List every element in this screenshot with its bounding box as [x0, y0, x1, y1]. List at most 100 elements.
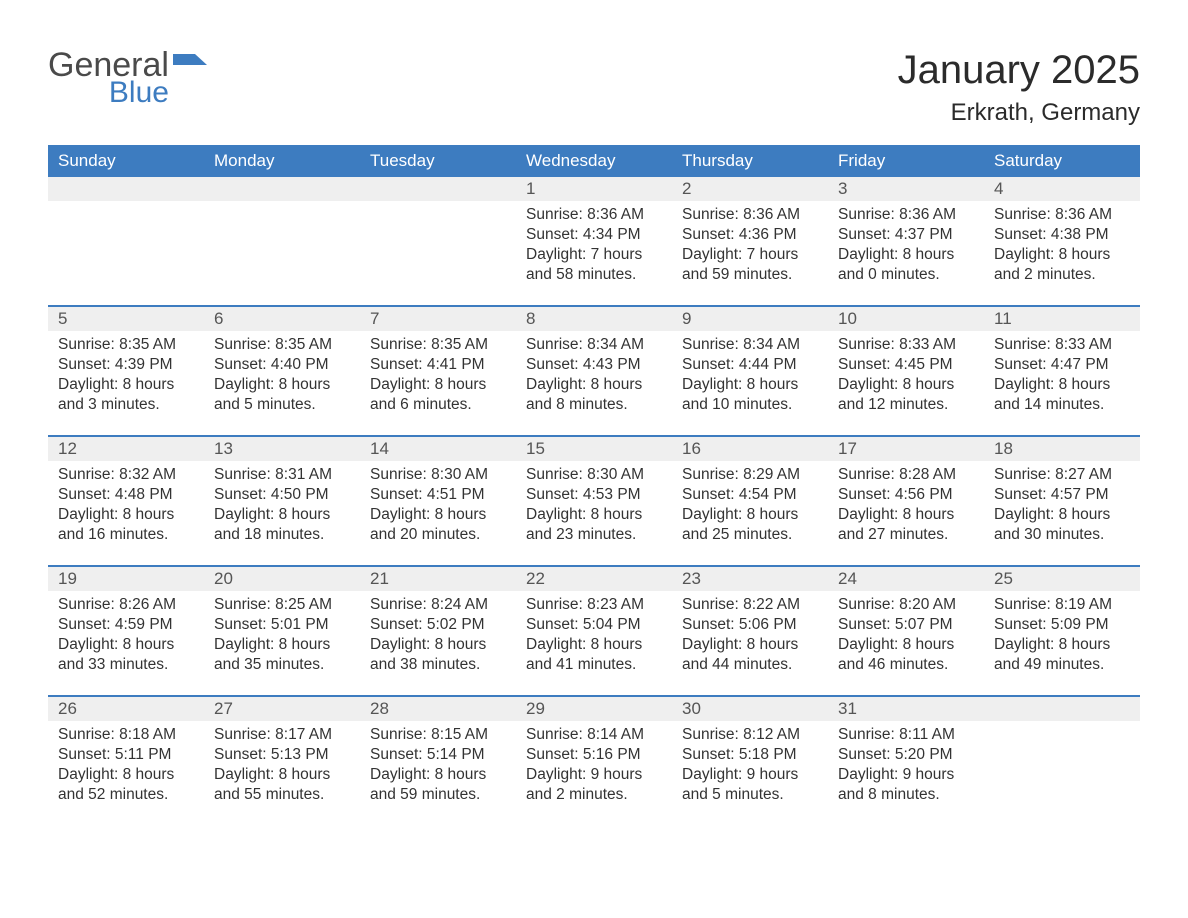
day-number: 31 — [828, 697, 984, 721]
sunrise-line: Sunrise: 8:35 AM — [58, 335, 194, 355]
sunrise-line: Sunrise: 8:17 AM — [214, 725, 350, 745]
daylight-line-1: Daylight: 8 hours — [994, 245, 1130, 265]
day-number — [984, 697, 1140, 721]
day-number: 13 — [204, 437, 360, 461]
daylight-line-2: and 14 minutes. — [994, 395, 1130, 415]
daylight-line-2: and 59 minutes. — [682, 265, 818, 285]
week-row: 19Sunrise: 8:26 AMSunset: 4:59 PMDayligh… — [48, 565, 1140, 695]
daylight-line-1: Daylight: 8 hours — [994, 505, 1130, 525]
day-cell: 13Sunrise: 8:31 AMSunset: 4:50 PMDayligh… — [204, 437, 360, 565]
month-title: January 2025 — [898, 48, 1140, 93]
logo: General Blue — [48, 48, 207, 108]
day-body: Sunrise: 8:17 AMSunset: 5:13 PMDaylight:… — [204, 721, 360, 816]
sunrise-line: Sunrise: 8:36 AM — [994, 205, 1130, 225]
logo-text: General Blue — [48, 48, 169, 108]
day-cell: 23Sunrise: 8:22 AMSunset: 5:06 PMDayligh… — [672, 567, 828, 695]
sunset-line: Sunset: 4:48 PM — [58, 485, 194, 505]
weekday-header-row: Sunday Monday Tuesday Wednesday Thursday… — [48, 145, 1140, 177]
daylight-line-2: and 35 minutes. — [214, 655, 350, 675]
sunrise-line: Sunrise: 8:27 AM — [994, 465, 1130, 485]
day-body: Sunrise: 8:18 AMSunset: 5:11 PMDaylight:… — [48, 721, 204, 816]
day-number: 25 — [984, 567, 1140, 591]
day-number: 1 — [516, 177, 672, 201]
sunset-line: Sunset: 5:14 PM — [370, 745, 506, 765]
sunrise-line: Sunrise: 8:33 AM — [994, 335, 1130, 355]
day-number: 9 — [672, 307, 828, 331]
day-cell: 15Sunrise: 8:30 AMSunset: 4:53 PMDayligh… — [516, 437, 672, 565]
daylight-line-2: and 6 minutes. — [370, 395, 506, 415]
day-body: Sunrise: 8:30 AMSunset: 4:51 PMDaylight:… — [360, 461, 516, 556]
day-number: 20 — [204, 567, 360, 591]
sunrise-line: Sunrise: 8:11 AM — [838, 725, 974, 745]
sunset-line: Sunset: 4:39 PM — [58, 355, 194, 375]
day-body: Sunrise: 8:32 AMSunset: 4:48 PMDaylight:… — [48, 461, 204, 556]
day-body: Sunrise: 8:14 AMSunset: 5:16 PMDaylight:… — [516, 721, 672, 816]
sunset-line: Sunset: 4:59 PM — [58, 615, 194, 635]
day-body: Sunrise: 8:26 AMSunset: 4:59 PMDaylight:… — [48, 591, 204, 686]
day-body: Sunrise: 8:11 AMSunset: 5:20 PMDaylight:… — [828, 721, 984, 816]
daylight-line-1: Daylight: 8 hours — [838, 245, 974, 265]
sunrise-line: Sunrise: 8:31 AM — [214, 465, 350, 485]
daylight-line-1: Daylight: 8 hours — [214, 765, 350, 785]
day-cell — [984, 697, 1140, 825]
daylight-line-2: and 49 minutes. — [994, 655, 1130, 675]
day-number: 27 — [204, 697, 360, 721]
day-body: Sunrise: 8:15 AMSunset: 5:14 PMDaylight:… — [360, 721, 516, 816]
daylight-line-1: Daylight: 8 hours — [214, 505, 350, 525]
daylight-line-2: and 5 minutes. — [682, 785, 818, 805]
sunrise-line: Sunrise: 8:36 AM — [838, 205, 974, 225]
sunrise-line: Sunrise: 8:12 AM — [682, 725, 818, 745]
day-number — [360, 177, 516, 201]
day-cell: 20Sunrise: 8:25 AMSunset: 5:01 PMDayligh… — [204, 567, 360, 695]
daylight-line-1: Daylight: 8 hours — [682, 375, 818, 395]
sunrise-line: Sunrise: 8:29 AM — [682, 465, 818, 485]
weekday-header: Friday — [828, 145, 984, 177]
daylight-line-1: Daylight: 8 hours — [682, 505, 818, 525]
sunset-line: Sunset: 4:34 PM — [526, 225, 662, 245]
day-cell: 28Sunrise: 8:15 AMSunset: 5:14 PMDayligh… — [360, 697, 516, 825]
day-cell: 22Sunrise: 8:23 AMSunset: 5:04 PMDayligh… — [516, 567, 672, 695]
day-number: 15 — [516, 437, 672, 461]
daylight-line-1: Daylight: 7 hours — [682, 245, 818, 265]
sunrise-line: Sunrise: 8:18 AM — [58, 725, 194, 745]
daylight-line-1: Daylight: 8 hours — [370, 375, 506, 395]
daylight-line-2: and 59 minutes. — [370, 785, 506, 805]
day-body: Sunrise: 8:30 AMSunset: 4:53 PMDaylight:… — [516, 461, 672, 556]
sunset-line: Sunset: 4:44 PM — [682, 355, 818, 375]
day-cell: 25Sunrise: 8:19 AMSunset: 5:09 PMDayligh… — [984, 567, 1140, 695]
daylight-line-2: and 38 minutes. — [370, 655, 506, 675]
day-number: 23 — [672, 567, 828, 591]
day-cell: 12Sunrise: 8:32 AMSunset: 4:48 PMDayligh… — [48, 437, 204, 565]
day-body: Sunrise: 8:36 AMSunset: 4:37 PMDaylight:… — [828, 201, 984, 296]
sunset-line: Sunset: 5:11 PM — [58, 745, 194, 765]
sunrise-line: Sunrise: 8:22 AM — [682, 595, 818, 615]
day-cell: 3Sunrise: 8:36 AMSunset: 4:37 PMDaylight… — [828, 177, 984, 305]
daylight-line-2: and 18 minutes. — [214, 525, 350, 545]
sunset-line: Sunset: 5:01 PM — [214, 615, 350, 635]
daylight-line-1: Daylight: 8 hours — [370, 635, 506, 655]
day-cell: 19Sunrise: 8:26 AMSunset: 4:59 PMDayligh… — [48, 567, 204, 695]
day-number: 6 — [204, 307, 360, 331]
daylight-line-1: Daylight: 8 hours — [526, 375, 662, 395]
day-body: Sunrise: 8:28 AMSunset: 4:56 PMDaylight:… — [828, 461, 984, 556]
day-body: Sunrise: 8:33 AMSunset: 4:45 PMDaylight:… — [828, 331, 984, 426]
day-cell: 6Sunrise: 8:35 AMSunset: 4:40 PMDaylight… — [204, 307, 360, 435]
sunrise-line: Sunrise: 8:34 AM — [526, 335, 662, 355]
daylight-line-1: Daylight: 9 hours — [838, 765, 974, 785]
day-number: 3 — [828, 177, 984, 201]
day-cell: 21Sunrise: 8:24 AMSunset: 5:02 PMDayligh… — [360, 567, 516, 695]
sunset-line: Sunset: 4:38 PM — [994, 225, 1130, 245]
day-number: 2 — [672, 177, 828, 201]
day-number: 12 — [48, 437, 204, 461]
weekday-header: Thursday — [672, 145, 828, 177]
sunrise-line: Sunrise: 8:20 AM — [838, 595, 974, 615]
day-cell: 1Sunrise: 8:36 AMSunset: 4:34 PMDaylight… — [516, 177, 672, 305]
day-cell: 8Sunrise: 8:34 AMSunset: 4:43 PMDaylight… — [516, 307, 672, 435]
daylight-line-2: and 25 minutes. — [682, 525, 818, 545]
day-body: Sunrise: 8:20 AMSunset: 5:07 PMDaylight:… — [828, 591, 984, 686]
sunrise-line: Sunrise: 8:30 AM — [370, 465, 506, 485]
day-cell: 10Sunrise: 8:33 AMSunset: 4:45 PMDayligh… — [828, 307, 984, 435]
sunrise-line: Sunrise: 8:24 AM — [370, 595, 506, 615]
day-number: 17 — [828, 437, 984, 461]
day-cell — [360, 177, 516, 305]
